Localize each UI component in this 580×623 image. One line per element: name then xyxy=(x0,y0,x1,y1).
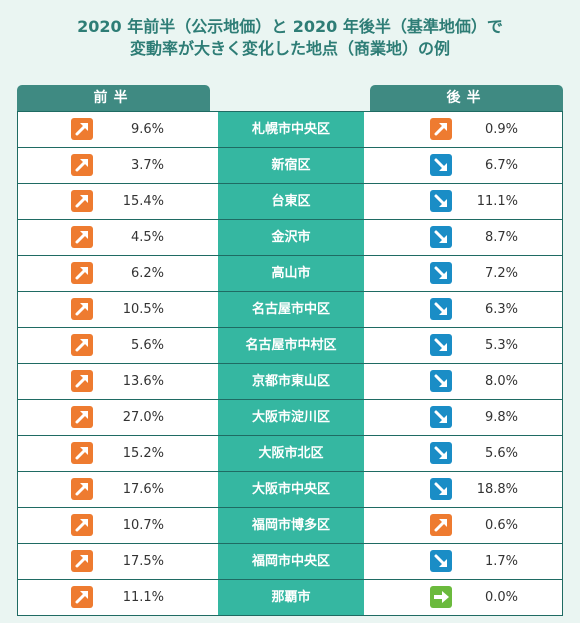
location-name: 大阪市中央区 xyxy=(218,472,364,507)
first-half-rate: 4.5% xyxy=(130,230,164,245)
location-name: 名古屋市中区 xyxy=(218,292,364,327)
table-row: 4.5% 金沢市 8.7% xyxy=(17,220,563,256)
first-half-rate: 10.7% xyxy=(122,518,164,533)
location-name: 那覇市 xyxy=(218,580,364,615)
location-name: 新宿区 xyxy=(218,148,364,183)
arrow-up-icon xyxy=(71,514,93,536)
first-half-rate: 5.6% xyxy=(130,338,164,353)
arrow-down-icon xyxy=(430,154,452,176)
arrow-up-icon xyxy=(71,370,93,392)
arrow-up-icon xyxy=(71,586,93,608)
table-row: 27.0% 大阪市淀川区 9.8% xyxy=(17,400,563,436)
second-half-rate: 5.3% xyxy=(484,338,518,353)
arrow-down-icon xyxy=(430,478,452,500)
location-name: 台東区 xyxy=(218,184,364,219)
first-half-rate: 11.1% xyxy=(122,590,164,605)
table-row: 13.6% 京都市東山区 8.0% xyxy=(17,364,563,400)
arrow-up-icon xyxy=(71,550,93,572)
first-half-rate: 9.6% xyxy=(130,122,164,137)
first-half-rate: 13.6% xyxy=(122,374,164,389)
arrow-up-icon xyxy=(430,118,452,140)
arrow-down-icon xyxy=(430,334,452,356)
arrow-down-icon xyxy=(430,370,452,392)
second-half-rate: 11.1% xyxy=(476,194,518,209)
title-line-1: 2020 年前半（公示地価）と 2020 年後半（基準地価）で xyxy=(77,17,503,36)
arrow-down-icon xyxy=(430,298,452,320)
second-half-rate: 8.0% xyxy=(484,374,518,389)
second-half-rate: 7.2% xyxy=(484,266,518,281)
second-half-rate: 6.7% xyxy=(484,158,518,173)
second-half-rate: 9.8% xyxy=(484,410,518,425)
location-name: 大阪市北区 xyxy=(218,436,364,471)
location-name: 金沢市 xyxy=(218,220,364,255)
arrow-up-icon xyxy=(71,154,93,176)
first-half-rate: 17.5% xyxy=(122,554,164,569)
second-half-rate: 1.7% xyxy=(484,554,518,569)
first-half-rate: 17.6% xyxy=(122,482,164,497)
arrow-down-icon xyxy=(430,550,452,572)
first-half-rate: 27.0% xyxy=(122,410,164,425)
location-name: 名古屋市中村区 xyxy=(218,328,364,363)
arrow-up-icon xyxy=(71,190,93,212)
location-name: 札幌市中央区 xyxy=(218,112,364,147)
second-half-rate: 5.6% xyxy=(484,446,518,461)
arrow-down-icon xyxy=(430,442,452,464)
table-row: 6.2% 高山市 7.2% xyxy=(17,256,563,292)
page-title: 2020 年前半（公示地価）と 2020 年後半（基準地価）で 変動率が大きく変… xyxy=(0,16,580,60)
table-row: 3.7% 新宿区 6.7% xyxy=(17,148,563,184)
arrow-up-icon xyxy=(71,478,93,500)
second-half-rate: 8.7% xyxy=(484,230,518,245)
table-row: 11.1% 那覇市 0.0% xyxy=(17,580,563,616)
table-row: 17.5% 福岡市中央区 1.7% xyxy=(17,544,563,580)
table-row: 9.6% 札幌市中央区 0.9% xyxy=(17,112,563,148)
arrow-up-icon xyxy=(430,514,452,536)
comparison-table: 9.6% 札幌市中央区 0.9% 3.7% 新宿区 6.7% 15.4% 台東区 11.1% 4.… xyxy=(17,111,563,616)
location-name: 京都市東山区 xyxy=(218,364,364,399)
arrow-down-icon xyxy=(430,226,452,248)
table-row: 5.6% 名古屋市中村区 5.3% xyxy=(17,328,563,364)
first-half-rate: 6.2% xyxy=(130,266,164,281)
arrow-up-icon xyxy=(71,442,93,464)
second-half-rate: 6.3% xyxy=(484,302,518,317)
second-half-rate: 0.0% xyxy=(484,590,518,605)
header-second-half: 後半 xyxy=(370,85,563,111)
first-half-rate: 3.7% xyxy=(130,158,164,173)
header-first-half: 前半 xyxy=(17,85,210,111)
first-half-rate: 10.5% xyxy=(122,302,164,317)
location-name: 福岡市博多区 xyxy=(218,508,364,543)
location-name: 大阪市淀川区 xyxy=(218,400,364,435)
table-row: 10.5% 名古屋市中区 6.3% xyxy=(17,292,563,328)
location-name: 高山市 xyxy=(218,256,364,291)
arrow-up-icon xyxy=(71,262,93,284)
second-half-rate: 0.9% xyxy=(484,122,518,137)
table-row: 17.6% 大阪市中央区 18.8% xyxy=(17,472,563,508)
second-half-rate: 18.8% xyxy=(476,482,518,497)
second-half-rate: 0.6% xyxy=(484,518,518,533)
arrow-down-icon xyxy=(430,406,452,428)
arrow-down-icon xyxy=(430,262,452,284)
arrow-up-icon xyxy=(71,406,93,428)
first-half-rate: 15.4% xyxy=(122,194,164,209)
table-row: 10.7% 福岡市博多区 0.6% xyxy=(17,508,563,544)
arrow-up-icon xyxy=(71,334,93,356)
first-half-rate: 15.2% xyxy=(122,446,164,461)
arrow-down-icon xyxy=(430,190,452,212)
arrow-up-icon xyxy=(71,298,93,320)
location-name: 福岡市中央区 xyxy=(218,544,364,579)
arrow-right-icon xyxy=(430,586,452,608)
arrow-up-icon xyxy=(71,226,93,248)
table-row: 15.2% 大阪市北区 5.6% xyxy=(17,436,563,472)
arrow-up-icon xyxy=(71,118,93,140)
table-row: 15.4% 台東区 11.1% xyxy=(17,184,563,220)
title-line-2: 変動率が大きく変化した地点（商業地）の例 xyxy=(129,39,450,58)
